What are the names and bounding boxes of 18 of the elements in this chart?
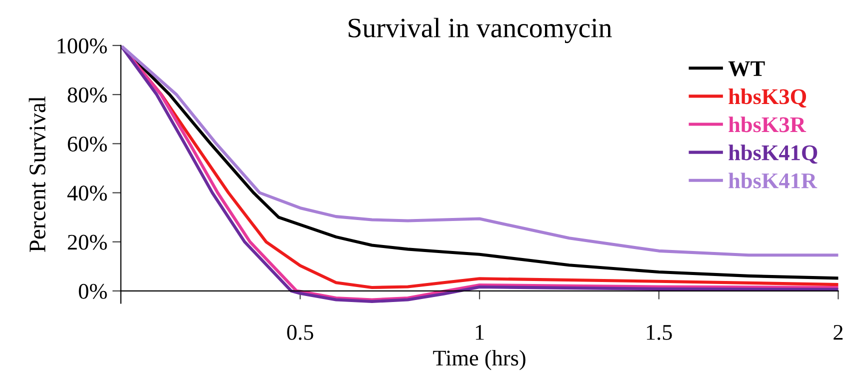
x-tick-label: 1 [476,325,484,340]
x-tick-label: 2 [834,324,843,340]
y-tick-label: 0% [78,284,107,299]
legend-label: hbsK41R [728,172,818,188]
y-tick-label: 40% [67,186,107,201]
x-tick-label: 1.5 [646,325,672,340]
x-axis-title: Time (hrs) [433,350,526,370]
y-axis-title: Percent Survival [28,96,46,252]
legend-label: hbsK3R [728,116,806,132]
y-tick-label: 20% [68,234,107,250]
y-tick-label: 100% [58,38,107,54]
legend-label: hbsK41Q [728,144,818,164]
x-tick-label: 0.5 [287,324,314,340]
legend-label: hbsK3Q [728,88,806,108]
y-tick-label: 80% [68,88,107,103]
y-tick-label: 60% [68,136,107,152]
legend-label: WT [728,61,765,76]
chart-title: Survival in vancomycin [348,18,612,44]
